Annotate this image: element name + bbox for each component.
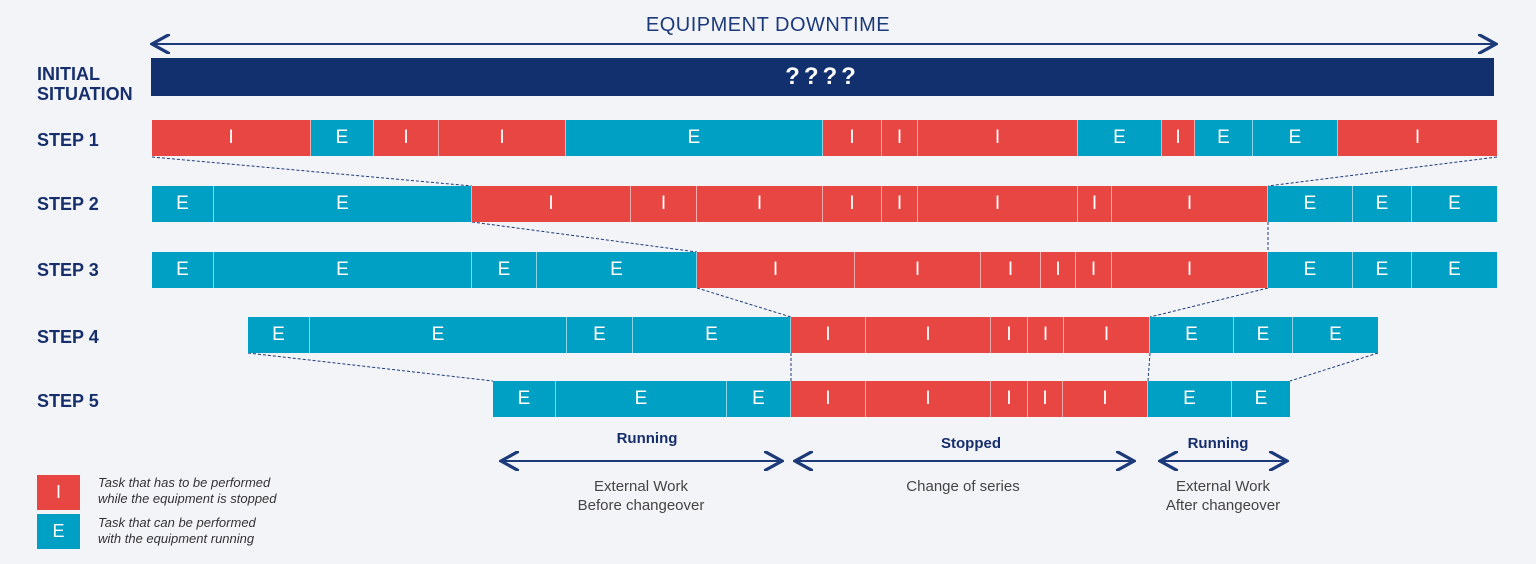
step-3-segment-external: E	[1412, 252, 1497, 288]
step-5-segment-internal: I	[791, 381, 866, 417]
step-3-segment-internal: I	[855, 252, 981, 288]
step-1-segment-external: E	[311, 120, 374, 156]
legend-external-swatch: E	[37, 514, 80, 549]
initial-situation-bar: ????	[151, 58, 1494, 96]
step-3-segment-internal: I	[1112, 252, 1268, 288]
step-5-label: STEP 5	[37, 391, 99, 411]
step-2-segment-internal: I	[631, 186, 697, 222]
step-2-label: STEP 2	[37, 194, 99, 214]
step-5-segment-external: E	[1232, 381, 1290, 417]
phase-stopped-text: Change of series	[863, 477, 1063, 496]
step-2-segment-internal: I	[882, 186, 918, 222]
step-1-segment-external: E	[1078, 120, 1162, 156]
legend-external-text: Task that can be performed with the equi…	[98, 515, 328, 547]
step-2-segment-external: E	[214, 186, 472, 222]
legend-internal-line1: Task that has to be performed	[98, 475, 271, 490]
step-5-segment-internal: I	[866, 381, 991, 417]
initial-label-line2: SITUATION	[37, 84, 133, 104]
legend-internal-line2: while the equipment is stopped	[98, 491, 277, 506]
step-3-segment-external: E	[1268, 252, 1353, 288]
phase-running-after-text: External Work After changeover	[1123, 477, 1323, 515]
step-1-segment-external: E	[1253, 120, 1338, 156]
step-2-segment-external: E	[1412, 186, 1497, 222]
step-2-segment-internal: I	[697, 186, 823, 222]
legend-external-line1: Task that can be performed	[98, 515, 256, 530]
step-4-segment-internal: I	[1028, 317, 1064, 353]
phase-stopped-line1: Change of series	[906, 478, 1020, 495]
step-3-segment-internal: I	[1041, 252, 1076, 288]
step-2-segment-internal: I	[1112, 186, 1268, 222]
phase-running-after-line2: After changeover	[1165, 497, 1281, 514]
step-5-segment-external: E	[727, 381, 791, 417]
step-5-segment-internal: I	[1063, 381, 1148, 417]
step-4-segment-internal: I	[866, 317, 991, 353]
step-2-segment-internal: I	[823, 186, 882, 222]
step-4-segment-external: E	[1293, 317, 1378, 353]
step-2-segment-external: E	[1268, 186, 1353, 222]
step-4-segment-external: E	[248, 317, 310, 353]
initial-label-line1: INITIAL	[37, 64, 100, 84]
step-2-segment-external: E	[1353, 186, 1412, 222]
step-1-label: STEP 1	[37, 130, 99, 150]
legend-external-line2: with the equipment running	[98, 531, 255, 546]
step-3-segment-external: E	[214, 252, 472, 288]
step-4-label: STEP 4	[37, 327, 99, 347]
phase-running-after-heading: Running	[1187, 435, 1249, 452]
step-5-segment-external: E	[556, 381, 727, 417]
step-4-segment-external: E	[310, 317, 567, 353]
step-3-segment-internal: I	[1076, 252, 1112, 288]
phase-running-after-line1: External Work	[1176, 478, 1270, 495]
step-1-segment-external: E	[566, 120, 823, 156]
phase-running-before-line2: Before changeover	[577, 497, 705, 514]
initial-situation-label: INITIAL SITUATION	[37, 64, 133, 104]
step-2-segment-internal: I	[472, 186, 631, 222]
step-5-segment-external: E	[493, 381, 556, 417]
step-1-segment-internal: I	[439, 120, 566, 156]
step-2-segment-external: E	[152, 186, 214, 222]
step-1-segment-internal: I	[918, 120, 1078, 156]
step-2-segment-internal: I	[1078, 186, 1112, 222]
step-3-segment-internal: I	[697, 252, 855, 288]
step-2-segment-internal: I	[918, 186, 1078, 222]
step-3-segment-external: E	[152, 252, 214, 288]
step-4-segment-internal: I	[1064, 317, 1150, 353]
step-3-segment-external: E	[1353, 252, 1412, 288]
step-4-segment-internal: I	[791, 317, 866, 353]
step-3-label: STEP 3	[37, 260, 99, 280]
step-1-segment-internal: I	[823, 120, 882, 156]
step-4-segment-external: E	[633, 317, 791, 353]
step-5-segment-internal: I	[1028, 381, 1063, 417]
phase-running-before-line1: External Work	[594, 478, 688, 495]
step-5-segment-external: E	[1148, 381, 1232, 417]
step-4-segment-internal: I	[991, 317, 1028, 353]
step-4-segment-external: E	[1150, 317, 1234, 353]
step-1-segment-internal: I	[152, 120, 311, 156]
legend-internal-text: Task that has to be performed while the …	[98, 475, 328, 507]
step-3-segment-external: E	[537, 252, 697, 288]
step-3-segment-internal: I	[981, 252, 1041, 288]
step-1-segment-internal: I	[1162, 120, 1195, 156]
step-connectors	[151, 156, 1498, 382]
step-4-segment-external: E	[567, 317, 633, 353]
step-1-segment-internal: I	[882, 120, 918, 156]
step-5-segment-internal: I	[991, 381, 1028, 417]
step-1-segment-internal: I	[1338, 120, 1497, 156]
phase-stopped-heading: Stopped	[941, 435, 1001, 452]
diagram-title: EQUIPMENT DOWNTIME	[645, 14, 891, 36]
legend-internal-swatch: I	[37, 475, 80, 510]
step-4-segment-external: E	[1234, 317, 1293, 353]
phase-running-before-text: External Work Before changeover	[541, 477, 741, 515]
phase-running-before-heading: Running	[616, 430, 678, 447]
step-1-segment-external: E	[1195, 120, 1253, 156]
step-3-segment-external: E	[472, 252, 537, 288]
step-1-segment-internal: I	[374, 120, 439, 156]
